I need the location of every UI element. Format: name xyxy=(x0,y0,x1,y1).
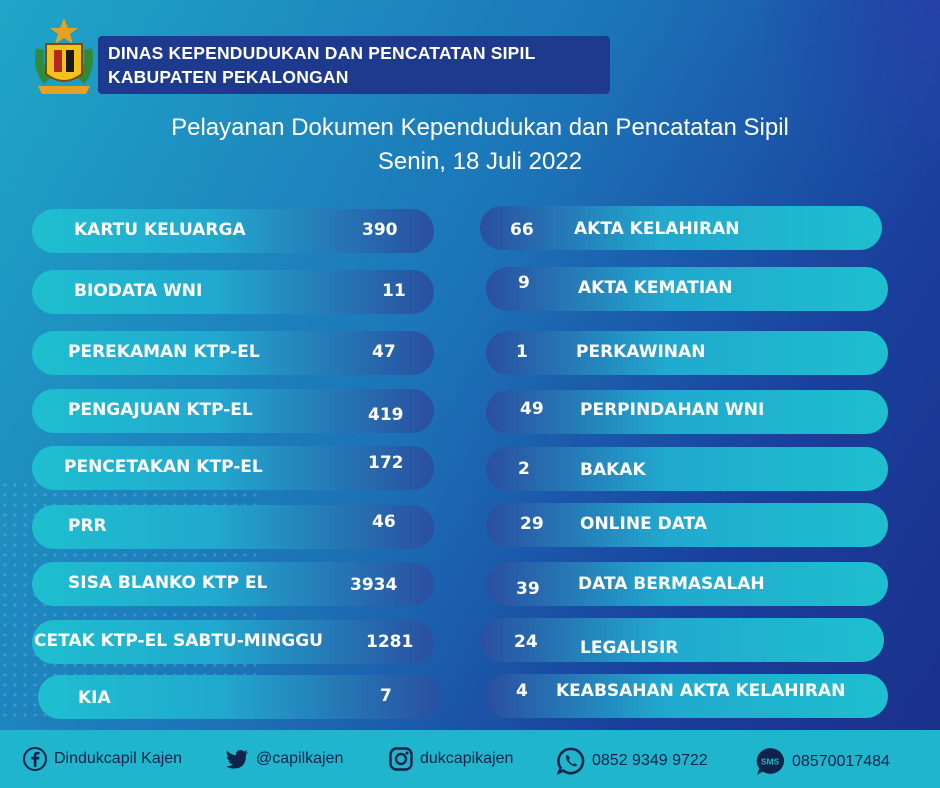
service-label: CETAK KTP-EL SABTU-MINGGU xyxy=(34,631,323,651)
service-row-sisa-blanko-ktp-el: SISA BLANKO KTP EL 3934 xyxy=(32,562,434,606)
twitter-link[interactable]: @capilkajen xyxy=(224,746,343,772)
service-row-perkawinan: 1 PERKAWINAN xyxy=(486,331,888,375)
service-row-legalisir: 24 LEGALISIR xyxy=(480,618,884,662)
regency-name: KABUPATEN PEKALONGAN xyxy=(108,67,349,87)
service-count: 24 xyxy=(514,632,538,652)
service-row-keabsahan-akta-kelahiran: 4 KEABSAHAN AKTA KELAHIRAN xyxy=(486,674,888,718)
service-count: 4 xyxy=(516,681,528,701)
service-row-kia: KIA 7 xyxy=(38,675,440,719)
sms-icon: SMS xyxy=(756,748,785,775)
svg-text:SMS: SMS xyxy=(761,757,780,767)
agency-header: DINAS KEPENDUDUKAN DAN PENCATATAN SIPIL … xyxy=(98,36,610,94)
service-count: 419 xyxy=(368,405,404,425)
twitter-icon xyxy=(226,750,248,769)
service-label: SISA BLANKO KTP EL xyxy=(68,573,268,593)
service-label: AKTA KEMATIAN xyxy=(578,278,733,298)
service-count: 47 xyxy=(372,342,396,362)
service-row-cetak-ktp-el-sabtu-minggu: CETAK KTP-EL SABTU-MINGGU 1281 xyxy=(32,620,434,664)
service-row-perekaman-ktp-el: PEREKAMAN KTP-EL 47 xyxy=(32,331,434,375)
service-count: 172 xyxy=(368,453,404,473)
service-row-kartu-keluarga: KARTU KELUARGA 390 xyxy=(32,209,434,253)
service-count: 39 xyxy=(516,579,540,599)
service-label: PRR xyxy=(68,516,107,536)
instagram-icon xyxy=(389,747,413,771)
service-row-perpindahan-wni: 49 PERPINDAHAN WNI xyxy=(486,390,888,434)
service-count: 7 xyxy=(380,686,392,706)
service-row-online-data: 29 ONLINE DATA xyxy=(486,503,888,547)
page-title: Pelayanan Dokumen Kependudukan dan Penca… xyxy=(171,114,789,141)
sms-number: 08570017484 xyxy=(792,753,890,770)
whatsapp-link[interactable]: 0852 9349 9722 xyxy=(556,746,708,776)
kabupaten-emblem xyxy=(35,18,93,94)
service-count: 11 xyxy=(382,281,406,301)
service-label: KARTU KELUARGA xyxy=(74,220,246,240)
service-count: 1 xyxy=(516,342,528,362)
service-count: 49 xyxy=(520,399,544,419)
service-row-pencetakan-ktp-el: PENCETAKAN KTP-EL 172 xyxy=(32,446,434,490)
service-count: 9 xyxy=(518,273,530,293)
instagram-handle: dukcapikajen xyxy=(420,750,514,767)
service-label: BIODATA WNI xyxy=(74,281,203,301)
footer-bar: Dindukcapil Kajen @capilkajen dukcapikaj… xyxy=(0,730,940,788)
service-count: 29 xyxy=(520,514,544,534)
service-label: ONLINE DATA xyxy=(580,514,707,534)
service-row-bakak: 2 BAKAK xyxy=(486,447,888,491)
twitter-handle: @capilkajen xyxy=(256,750,344,767)
service-label: PERPINDAHAN WNI xyxy=(580,400,765,420)
service-row-akta-kematian: 9 AKTA KEMATIAN xyxy=(486,267,888,311)
facebook-icon xyxy=(23,747,47,771)
service-label: LEGALISIR xyxy=(580,638,679,658)
service-row-akta-kelahiran: 66 AKTA KELAHIRAN xyxy=(480,206,882,250)
service-label: PENCETAKAN KTP-EL xyxy=(64,457,263,477)
facebook-handle: Dindukcapil Kajen xyxy=(54,750,183,767)
service-row-prr: PRR 46 xyxy=(32,505,434,549)
service-label: KIA xyxy=(78,688,111,708)
service-label: AKTA KELAHIRAN xyxy=(574,219,740,239)
whatsapp-number: 0852 9349 9722 xyxy=(592,752,708,769)
service-label: BAKAK xyxy=(580,460,646,480)
whatsapp-icon xyxy=(556,747,585,775)
service-label: KEABSAHAN AKTA KELAHIRAN xyxy=(556,681,846,701)
service-label: DATA BERMASALAH xyxy=(578,574,765,594)
instagram-link[interactable]: dukcapikajen xyxy=(388,746,513,772)
service-count: 66 xyxy=(510,220,534,240)
service-label: PENGAJUAN KTP-EL xyxy=(68,400,253,420)
page-date: Senin, 18 Juli 2022 xyxy=(377,148,583,175)
facebook-link[interactable]: Dindukcapil Kajen xyxy=(22,746,182,772)
service-label: PEREKAMAN KTP-EL xyxy=(68,342,260,362)
service-row-data-bermasalah: 39 DATA BERMASALAH xyxy=(486,562,888,606)
corner-shade xyxy=(760,0,940,200)
service-count: 3934 xyxy=(350,575,398,595)
service-row-pengajuan-ktp-el: PENGAJUAN KTP-EL 419 xyxy=(32,389,434,433)
service-count: 46 xyxy=(372,512,396,532)
service-count: 1281 xyxy=(366,632,414,652)
agency-name: DINAS KEPENDUDUKAN DAN PENCATATAN SIPIL xyxy=(108,43,536,63)
service-label: PERKAWINAN xyxy=(576,342,706,362)
service-count: 390 xyxy=(362,220,398,240)
service-count: 2 xyxy=(518,459,530,479)
service-row-biodata-wni: BIODATA WNI 11 xyxy=(32,270,434,314)
sms-link[interactable]: SMS 08570017484 xyxy=(754,746,890,778)
